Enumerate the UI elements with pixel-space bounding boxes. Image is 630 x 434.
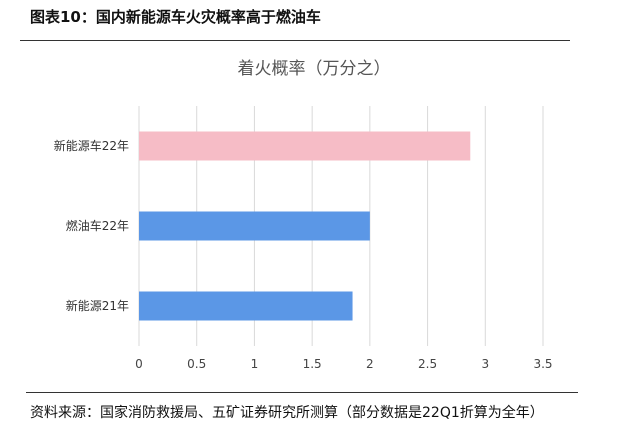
x-tick-label: 1 bbox=[251, 357, 259, 371]
x-tick-label: 2 bbox=[366, 357, 374, 371]
x-tick-label: 1.5 bbox=[303, 357, 322, 371]
category-label: 新能源车22年 bbox=[54, 138, 129, 153]
bottom-rule bbox=[26, 392, 578, 393]
x-tick-label: 3.5 bbox=[533, 357, 552, 371]
x-tick-labels: 0 0.5 1 1.5 2 2.5 3 3.5 bbox=[135, 357, 552, 371]
x-tick-label: 2.5 bbox=[418, 357, 437, 371]
x-tick-label: 3 bbox=[481, 357, 489, 371]
bar-3 bbox=[139, 291, 353, 321]
top-rule bbox=[20, 40, 570, 41]
figure-title: 图表10：国内新能源车火灾概率高于燃油车 bbox=[30, 8, 321, 26]
bar-2 bbox=[139, 211, 370, 241]
bars bbox=[139, 131, 471, 321]
x-tick-label: 0 bbox=[135, 357, 143, 371]
bar-1 bbox=[139, 131, 471, 161]
category-label: 新能源21年 bbox=[66, 298, 129, 313]
source-note: 资料来源：国家消防救援局、五矿证券研究所测算（部分数据是22Q1折算为全年） bbox=[30, 405, 544, 421]
category-label: 燃油车22年 bbox=[66, 218, 129, 233]
chart-title: 着火概率（万分之） bbox=[238, 59, 391, 79]
x-tick-label: 0.5 bbox=[187, 357, 206, 371]
